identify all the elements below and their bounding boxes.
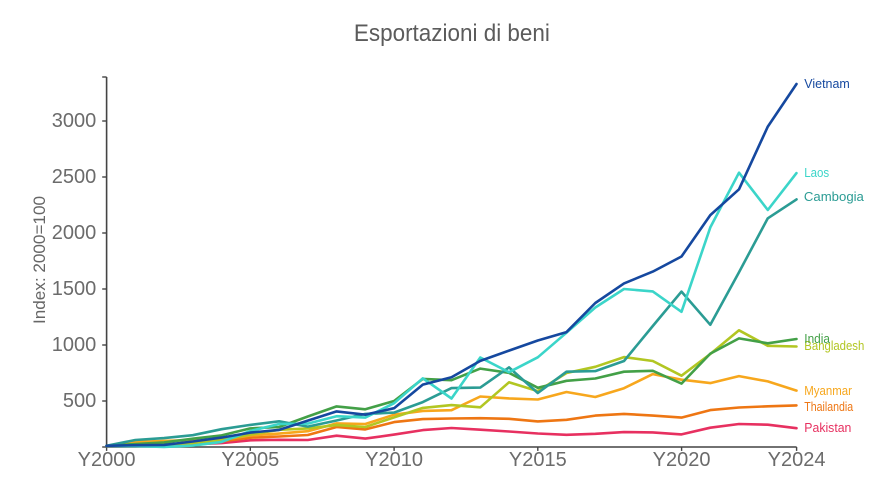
svg-text:Vietnam: Vietnam <box>804 76 850 91</box>
svg-text:Index: 2000=100: Index: 2000=100 <box>30 196 49 324</box>
svg-text:Pakistan: Pakistan <box>804 420 851 435</box>
svg-text:1000: 1000 <box>52 334 97 356</box>
svg-text:1500: 1500 <box>52 278 97 300</box>
svg-text:Bangladesh: Bangladesh <box>804 338 864 353</box>
svg-text:Y2005: Y2005 <box>221 449 279 471</box>
svg-text:Esportazioni di beni: Esportazioni di beni <box>354 20 550 47</box>
svg-text:Y2000: Y2000 <box>78 449 136 471</box>
svg-text:2500: 2500 <box>52 166 97 188</box>
svg-text:Laos: Laos <box>804 165 829 180</box>
svg-text:3000: 3000 <box>52 110 97 132</box>
svg-text:Y2015: Y2015 <box>509 449 567 471</box>
svg-text:Myanmar: Myanmar <box>804 383 852 398</box>
svg-text:Cambogia: Cambogia <box>804 189 865 204</box>
svg-text:Y2010: Y2010 <box>365 449 423 471</box>
svg-text:Y2024: Y2024 <box>768 449 826 471</box>
svg-text:2000: 2000 <box>52 222 97 244</box>
svg-text:Y2020: Y2020 <box>653 449 711 471</box>
svg-text:Thailandia: Thailandia <box>804 399 853 414</box>
svg-text:India: India <box>804 331 830 346</box>
svg-text:500: 500 <box>63 390 96 412</box>
